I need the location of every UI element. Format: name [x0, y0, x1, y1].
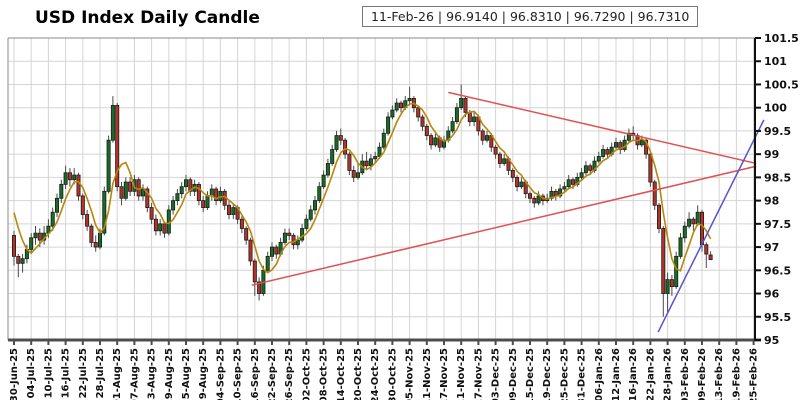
svg-text:28-Jul-25: 28-Jul-25: [95, 348, 106, 398]
svg-text:20-Oct-25: 20-Oct-25: [353, 348, 364, 400]
svg-text:96.5: 96.5: [764, 264, 791, 277]
svg-text:30-Oct-25: 30-Oct-25: [387, 348, 398, 400]
svg-text:25-Aug-25: 25-Aug-25: [181, 348, 192, 400]
svg-text:30-Jun-25: 30-Jun-25: [9, 348, 20, 400]
svg-text:28-Jan-26: 28-Jan-26: [663, 348, 674, 400]
x-axis: 30-Jun-25 04-Jul-25 10-Jul-25 16-Jul-25 22-J…: [8, 338, 761, 400]
svg-text:03-Feb-26: 03-Feb-26: [680, 348, 691, 400]
svg-text:04-Sep-25: 04-Sep-25: [215, 348, 226, 400]
chart-title: USD Index Daily Candle: [35, 8, 260, 28]
svg-text:100.5: 100.5: [764, 78, 799, 91]
trendline-descending-resistance: [448, 91, 757, 165]
svg-text:97: 97: [764, 241, 779, 254]
svg-text:21-Nov-25: 21-Nov-25: [456, 348, 467, 400]
svg-text:95: 95: [764, 334, 779, 347]
svg-text:25-Feb-26: 25-Feb-26: [749, 348, 760, 400]
svg-text:09-Feb-26: 09-Feb-26: [697, 348, 708, 400]
svg-text:22-Sep-25: 22-Sep-25: [267, 348, 278, 400]
svg-text:02-Oct-25: 02-Oct-25: [301, 348, 312, 400]
svg-text:27-Nov-25: 27-Nov-25: [473, 348, 484, 400]
svg-text:17-Nov-25: 17-Nov-25: [439, 348, 450, 400]
svg-text:97.5: 97.5: [764, 218, 791, 231]
svg-text:16-Sep-25: 16-Sep-25: [250, 348, 261, 400]
svg-text:04-Jul-25: 04-Jul-25: [26, 348, 37, 398]
svg-text:03-Dec-25: 03-Dec-25: [491, 348, 502, 400]
svg-text:15-Dec-25: 15-Dec-25: [525, 348, 536, 400]
svg-text:25-Dec-25: 25-Dec-25: [559, 348, 570, 400]
svg-text:19-Feb-26: 19-Feb-26: [731, 348, 742, 400]
svg-text:19-Aug-25: 19-Aug-25: [164, 348, 175, 400]
svg-text:99: 99: [764, 148, 779, 161]
svg-text:31-Dec-25: 31-Dec-25: [577, 348, 588, 400]
svg-text:05-Nov-25: 05-Nov-25: [405, 348, 416, 400]
svg-text:24-Oct-25: 24-Oct-25: [370, 348, 381, 400]
y-axis: 95 95.5 96 96.5 97 97.5 98 98.5 99 99.5 100 100.5 10…: [754, 32, 799, 347]
svg-text:101.5: 101.5: [764, 32, 799, 45]
svg-text:22-Jan-26: 22-Jan-26: [645, 348, 656, 400]
svg-text:101: 101: [764, 55, 787, 68]
svg-text:16-Jan-26: 16-Jan-26: [628, 348, 639, 400]
svg-text:98.5: 98.5: [764, 171, 791, 184]
svg-text:06-Jan-26: 06-Jan-26: [594, 348, 605, 400]
svg-text:19-Dec-25: 19-Dec-25: [542, 348, 553, 400]
svg-text:98: 98: [764, 195, 779, 208]
svg-text:12-Jan-26: 12-Jan-26: [611, 348, 622, 400]
svg-text:26-Sep-25: 26-Sep-25: [284, 348, 295, 400]
svg-text:22-Jul-25: 22-Jul-25: [78, 348, 89, 398]
svg-text:07-Aug-25: 07-Aug-25: [129, 348, 140, 400]
trendline-ascending-blue: [657, 119, 765, 333]
svg-text:100: 100: [764, 102, 787, 115]
svg-text:01-Aug-25: 01-Aug-25: [112, 348, 123, 400]
svg-text:99.5: 99.5: [764, 125, 791, 138]
ohlc-info-box: 11-Feb-26 | 96.9140 | 96.8310 | 96.7290 …: [362, 6, 699, 27]
svg-text:11-Nov-25: 11-Nov-25: [422, 348, 433, 400]
svg-text:16-Jul-25: 16-Jul-25: [61, 348, 72, 398]
svg-text:09-Dec-25: 09-Dec-25: [508, 348, 519, 400]
svg-text:96: 96: [764, 288, 780, 301]
svg-text:08-Oct-25: 08-Oct-25: [319, 348, 330, 400]
trendlines: [251, 91, 765, 333]
trendline-ascending-support: [251, 165, 757, 286]
svg-text:10-Jul-25: 10-Jul-25: [43, 348, 54, 398]
svg-text:14-Oct-25: 14-Oct-25: [336, 348, 347, 400]
svg-text:10-Sep-25: 10-Sep-25: [233, 348, 244, 400]
svg-text:13-Aug-25: 13-Aug-25: [147, 348, 158, 400]
plot-border: [7, 37, 755, 340]
svg-text:95.5: 95.5: [764, 311, 791, 324]
svg-text:13-Feb-26: 13-Feb-26: [714, 348, 725, 400]
svg-text:29-Aug-25: 29-Aug-25: [198, 348, 209, 400]
moving-average-line: [13, 102, 712, 274]
